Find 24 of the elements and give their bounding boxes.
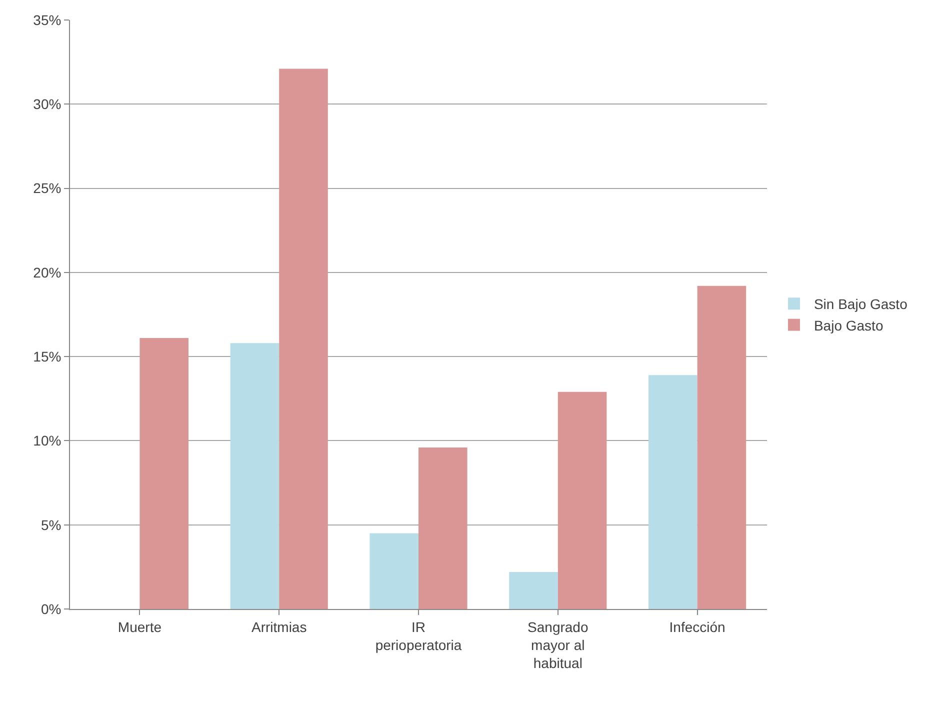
bar	[230, 343, 280, 609]
y-tick-label: 20%	[33, 264, 62, 280]
x-tick-label: IR perioperatoria	[375, 618, 462, 653]
y-tick-label: 30%	[33, 96, 62, 112]
y-tick-label: 25%	[33, 180, 62, 196]
bar	[140, 338, 188, 609]
bar	[279, 68, 328, 609]
y-tick-label: 5%	[40, 516, 62, 533]
y-tick-label: 0%	[40, 600, 62, 617]
legend-label: Sin Bajo Gasto	[814, 296, 908, 312]
bar	[648, 375, 698, 609]
bar	[509, 572, 558, 609]
y-tick-label: 10%	[33, 432, 62, 449]
x-tick-label: Infección	[669, 618, 726, 635]
bar	[418, 447, 468, 609]
y-tick-label: 35%	[33, 12, 62, 28]
bar	[558, 392, 607, 609]
y-tick-label: 15%	[33, 348, 62, 364]
x-tick-label: Arritmias	[251, 618, 307, 635]
bar	[697, 286, 746, 609]
legend-label: Bajo Gasto	[814, 317, 884, 334]
x-tick-label: Sangrado mayor al habitual	[528, 618, 588, 672]
bar	[370, 533, 418, 609]
x-tick-label: Muerte	[118, 618, 162, 635]
